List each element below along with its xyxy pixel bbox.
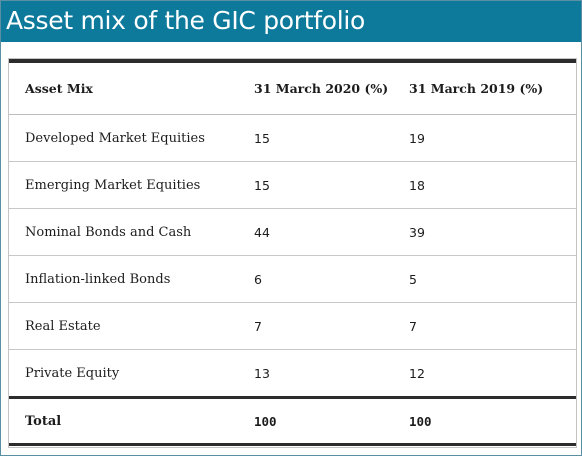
header-march-2020: 31 March 2020 (%) (254, 59, 409, 115)
total-label: Total (9, 396, 254, 446)
asset-mix-table: Asset Mix 31 March 2020 (%) 31 March 201… (9, 59, 576, 446)
row-value-2019: 18 (409, 161, 576, 209)
row-value-2019: 5 (409, 255, 576, 303)
figure-title: Asset mix of the GIC portfolio (1, 1, 581, 42)
header-march-2019: 31 March 2019 (%) (409, 59, 576, 115)
row-label: Inflation-linked Bonds (9, 255, 254, 303)
total-value-2019: 100 (409, 396, 576, 446)
row-value-2019: 39 (409, 208, 576, 256)
row-value-2020: 15 (254, 114, 409, 162)
row-label: Private Equity (9, 349, 254, 398)
header-asset-mix: Asset Mix (9, 59, 254, 115)
row-value-2020: 6 (254, 255, 409, 303)
total-value-2020: 100 (254, 396, 409, 446)
row-label: Real Estate (9, 302, 254, 350)
table-header-row: Asset Mix 31 March 2020 (%) 31 March 201… (9, 59, 576, 115)
row-label: Developed Market Equities (9, 114, 254, 162)
table-row: Real Estate 7 7 (9, 302, 576, 350)
table-total-row: Total 100 100 (9, 396, 576, 446)
row-value-2019: 12 (409, 349, 576, 398)
row-label: Emerging Market Equities (9, 161, 254, 209)
row-value-2020: 7 (254, 302, 409, 350)
table-row: Emerging Market Equities 15 18 (9, 161, 576, 209)
table-row: Nominal Bonds and Cash 44 39 (9, 208, 576, 256)
asset-mix-table-container: Asset Mix 31 March 2020 (%) 31 March 201… (8, 58, 577, 448)
row-value-2020: 44 (254, 208, 409, 256)
table-row: Private Equity 13 12 (9, 349, 576, 398)
row-value-2020: 15 (254, 161, 409, 209)
row-value-2019: 19 (409, 114, 576, 162)
table-row: Developed Market Equities 15 19 (9, 114, 576, 162)
row-label: Nominal Bonds and Cash (9, 208, 254, 256)
row-value-2019: 7 (409, 302, 576, 350)
table-row: Inflation-linked Bonds 6 5 (9, 255, 576, 303)
row-value-2020: 13 (254, 349, 409, 398)
